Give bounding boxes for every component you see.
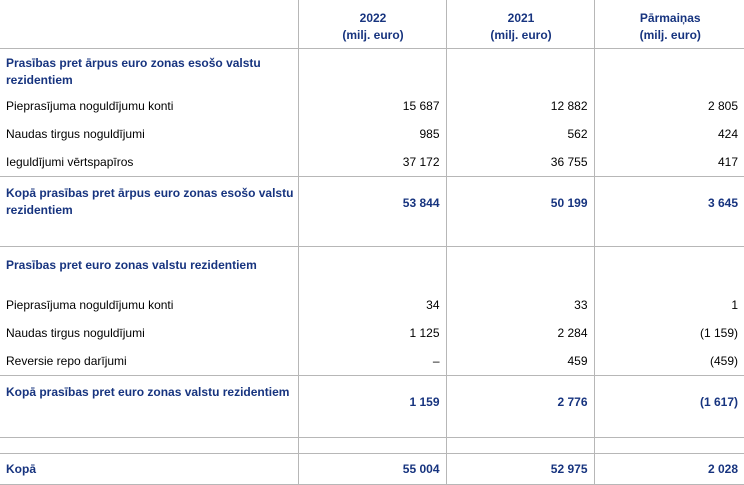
header-row: 2022 (milj. euro) 2021 (milj. euro) Pārmai… (0, 0, 744, 49)
label-cell: Pieprasījuma noguldījumu konti (6, 297, 174, 312)
section-title-row: Prasības pret euro zonas valstu rezident… (0, 246, 744, 291)
label-cell: Pieprasījuma noguldījumu konti (6, 99, 174, 113)
data-row: Naudas tirgus noguldījumi 985 562 424 (0, 120, 744, 148)
header-title: 2022 (359, 11, 387, 25)
section-title-row: Prasības pret ārpus euro zonas esošo val… (0, 48, 744, 92)
header-blank (0, 0, 298, 49)
header-title: 2021 (507, 11, 535, 25)
empty-cell (593, 48, 744, 92)
value-cell: (459) (593, 346, 744, 375)
value-cell: 33 (445, 290, 594, 319)
value-cell: 459 (445, 346, 594, 375)
header-cell: Pārmaiņas (milj. euro) (593, 0, 744, 49)
value-cell: 417 (593, 148, 744, 177)
value-cell: (1 617) (593, 374, 744, 438)
value-cell: 2 284 (445, 318, 594, 347)
empty-cell (445, 437, 594, 453)
header-unit: (milj. euro) (639, 28, 701, 42)
value-cell: 12 882 (445, 92, 594, 120)
data-row: Pieprasījuma noguldījumu konti 15 687 12 8… (0, 92, 744, 120)
value-cell: – (297, 346, 446, 375)
label-cell: Ieguldījumi vērtspapīros (6, 155, 134, 169)
value-cell: 2 028 (593, 452, 744, 485)
spacer-row (0, 437, 744, 453)
label-cell: Naudas tirgus noguldījumi (6, 325, 145, 340)
label-cell: Kopā prasības pret ārpus euro zonas esoš… (0, 176, 298, 247)
empty-cell (297, 48, 446, 92)
total-row: Kopā prasības pret ārpus euro zonas esoš… (0, 176, 744, 247)
grand-total-row: Kopā 55 004 52 975 2 028 (0, 452, 744, 485)
value-cell: 562 (445, 120, 594, 148)
section-title: Prasības pret ārpus euro zonas esošo val… (6, 55, 261, 87)
header-unit: (milj. euro) (342, 28, 404, 42)
value-cell: 50 199 (445, 176, 594, 247)
value-cell: 424 (593, 120, 744, 148)
label-cell: Reversie repo darījumi (6, 353, 127, 368)
value-cell: 985 (297, 120, 446, 148)
value-cell: 1 159 (297, 374, 446, 438)
value-cell: 1 125 (297, 318, 446, 347)
empty-cell (593, 246, 744, 291)
value-cell: (1 159) (593, 318, 744, 347)
total-row: Kopā prasības pret euro zonas valstu rez… (0, 374, 744, 438)
value-cell: 53 844 (297, 176, 446, 247)
empty-cell (297, 246, 446, 291)
empty-cell (0, 437, 298, 453)
data-row: Naudas tirgus noguldījumi 1 125 2 284 (1 15… (0, 318, 744, 347)
value-cell: 34 (297, 290, 446, 319)
value-cell: 37 172 (297, 148, 446, 177)
empty-cell (593, 437, 744, 453)
section-title: Prasības pret euro zonas valstu rezident… (6, 258, 257, 272)
data-row: Pieprasījuma noguldījumu konti 34 33 1 (0, 290, 744, 319)
value-cell: 1 (593, 290, 744, 319)
value-cell: 3 645 (593, 176, 744, 247)
header-unit: (milj. euro) (490, 28, 552, 42)
value-cell: 52 975 (445, 452, 594, 485)
empty-cell (297, 437, 446, 453)
empty-cell (445, 48, 594, 92)
label-cell: Kopā (0, 452, 298, 485)
label-cell: Kopā prasības pret euro zonas valstu rez… (0, 374, 298, 438)
header-title: Pārmaiņas (639, 11, 701, 25)
value-cell: 15 687 (297, 92, 446, 120)
value-cell: 55 004 (297, 452, 446, 485)
header-cell: 2021 (milj. euro) (445, 0, 594, 49)
value-cell: 2 805 (593, 92, 744, 120)
value-cell: 2 776 (445, 374, 594, 438)
data-row: Ieguldījumi vērtspapīros 37 172 36 755 417 (0, 148, 744, 177)
empty-cell (445, 246, 594, 291)
label-cell: Naudas tirgus noguldījumi (6, 127, 145, 141)
header-cell: 2022 (milj. euro) (297, 0, 446, 49)
data-row: Reversie repo darījumi –459 (459) (0, 346, 744, 375)
value-cell: 36 755 (445, 148, 594, 177)
